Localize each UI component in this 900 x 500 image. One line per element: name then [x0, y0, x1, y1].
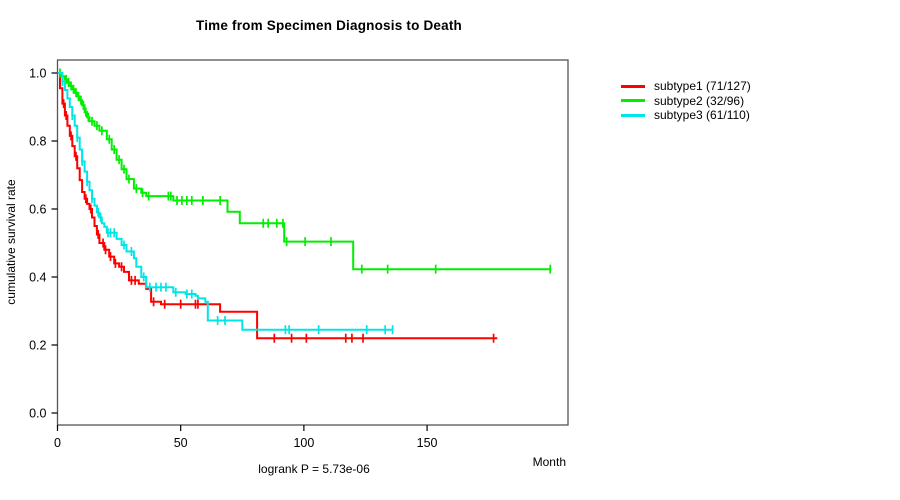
y-tick-label: 0.8 [29, 134, 46, 148]
x-tick-label: 50 [174, 436, 188, 450]
survival-curve-subtype2 [57, 72, 551, 271]
y-tick-label: 0.0 [29, 406, 46, 420]
x-axis-title: Month [532, 455, 566, 469]
survival-curve-subtype1 [57, 72, 498, 340]
legend-label-subtype3: subtype3 (61/110) [654, 108, 750, 122]
legend-label-subtype2: subtype2 (32/96) [654, 93, 745, 108]
survival-curve-subtype3 [57, 72, 393, 331]
legend-line-swatch-subtype1 [621, 84, 645, 88]
legend-item-subtype3: subtype3 (61/110) [621, 108, 751, 123]
series-subtype3 [57, 72, 394, 335]
x-tick-label: 100 [293, 436, 314, 450]
series-subtype1 [57, 72, 498, 343]
legend-item-subtype1: subtype1 (71/127) [621, 79, 751, 94]
x-tick-label: 0 [54, 436, 61, 450]
legend-line-swatch-subtype2 [621, 99, 645, 103]
logrank-pvalue-text: logrank P = 5.73e-06 [258, 462, 370, 476]
chart-title: Time from Specimen Diagnosis to Death [196, 18, 462, 33]
legend: subtype1 (71/127) subtype2 (32/96) subty… [621, 79, 751, 123]
series-subtype2 [57, 68, 552, 274]
legend-item-subtype2: subtype2 (32/96) [621, 94, 751, 109]
x-tick-label: 150 [417, 436, 438, 450]
legend-line-swatch-subtype3 [621, 113, 645, 117]
legend-label-subtype1: subtype1 (71/127) [654, 79, 751, 93]
y-tick-label: 0.4 [29, 270, 46, 284]
y-tick-label: 1.0 [29, 66, 46, 80]
y-tick-label: 0.6 [29, 202, 46, 216]
y-tick-label: 0.2 [29, 338, 46, 352]
plot-box [56, 59, 569, 426]
